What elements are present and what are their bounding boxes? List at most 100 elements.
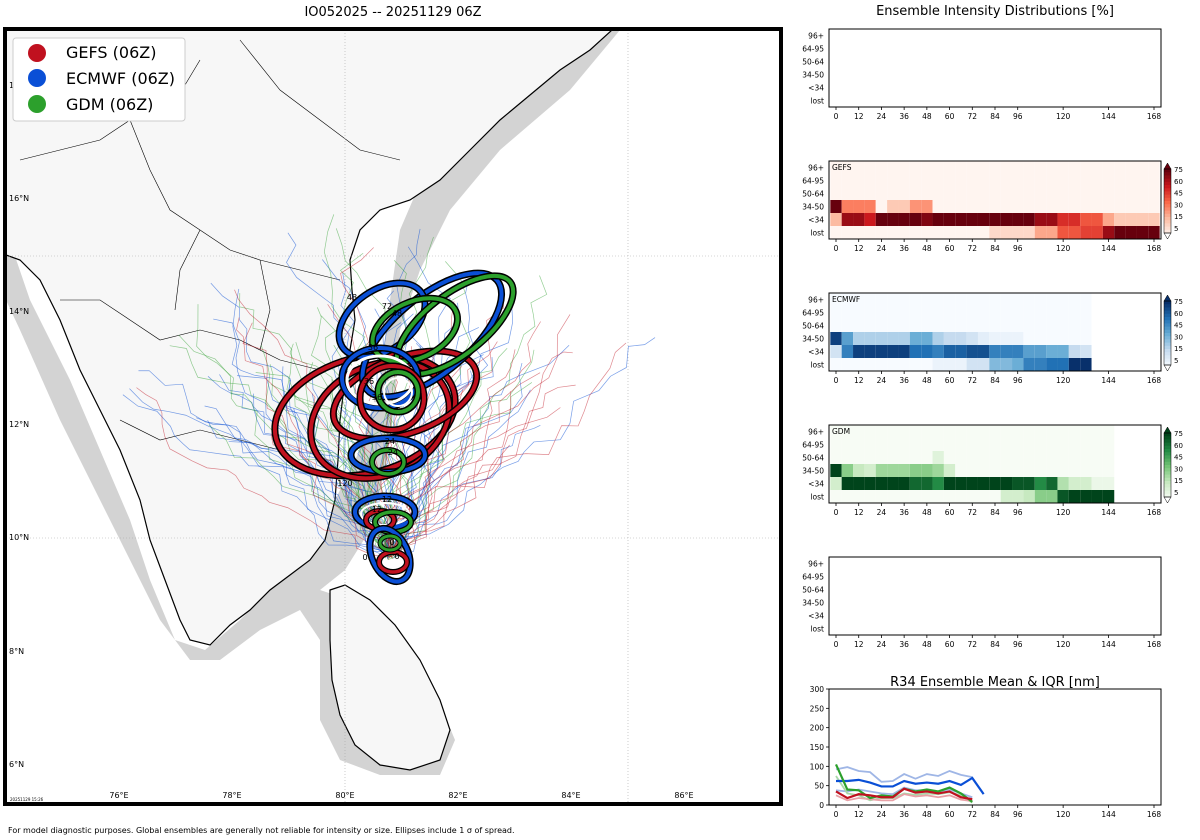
colorbar-segment <box>1164 213 1171 218</box>
heatmap-cell <box>943 490 956 503</box>
ellipse-label: 48 <box>347 293 357 302</box>
heatmap-cell <box>932 438 944 451</box>
x-tick-label: 120 <box>1056 244 1071 253</box>
row-label: <34 <box>808 612 824 621</box>
x-tick-label: 144 <box>1101 112 1116 121</box>
heatmap-cell <box>955 332 967 345</box>
colorbar-extend-top <box>1163 162 1172 170</box>
heatmap-cell <box>1057 438 1069 451</box>
colorbar-segment <box>1164 301 1171 305</box>
heatmap-cell <box>955 319 967 332</box>
heatmap-cell <box>1136 213 1149 226</box>
heatmap-cell <box>898 187 910 200</box>
heatmap-cell <box>1046 490 1058 503</box>
heatmap-cell <box>1046 451 1058 464</box>
heatmap-cell <box>864 187 876 200</box>
heatmap-cell <box>1000 477 1013 490</box>
heatmap-cell <box>1000 200 1013 213</box>
heatmap-cell <box>1102 425 1115 438</box>
heatmap-cell <box>1023 161 1035 174</box>
x-tick-label: 84 <box>990 244 1000 253</box>
heatmap-cell <box>1091 187 1103 200</box>
heatmap-cell <box>943 187 956 200</box>
heatmap-cell <box>1136 200 1149 213</box>
heatmap-cell <box>875 213 888 226</box>
heatmap-cell <box>977 306 990 319</box>
heatmap-cell <box>1114 187 1126 200</box>
colorbar-segment <box>1164 484 1171 488</box>
heatmap-cell <box>977 358 990 371</box>
colorbar-segment <box>1164 313 1171 318</box>
heatmap-cell <box>853 293 865 306</box>
heatmap-cell <box>841 477 854 490</box>
colorbar-segment <box>1164 433 1171 437</box>
map-frame <box>3 27 783 806</box>
heatmap-frame <box>828 28 1162 108</box>
heatmap-cell <box>966 293 978 306</box>
colorbar-extend-bottom <box>1163 232 1172 240</box>
heatmap-cell <box>1012 187 1024 200</box>
gdm-ellipse-24 <box>369 447 407 477</box>
track-line <box>391 389 531 552</box>
heatmap-cell <box>875 319 888 332</box>
colorbar-segment <box>1164 333 1171 337</box>
colorbar-tick: 30 <box>1174 465 1183 473</box>
heatmap-cell <box>1034 425 1047 438</box>
heatmap-cell <box>1046 345 1058 358</box>
colorbar-tick: 5 <box>1174 357 1178 365</box>
legend-label-gdm: GDM (06Z) <box>66 95 153 114</box>
x-tick-label: 36 <box>899 244 909 253</box>
lon-label: 76°E <box>109 791 128 800</box>
heatmap-cell <box>932 187 944 200</box>
heatmap-cell <box>830 319 842 332</box>
x-tick-label: 12 <box>854 640 864 649</box>
row-label: <34 <box>808 348 824 357</box>
row-label: 34-50 <box>802 467 824 476</box>
heatmap-cell <box>830 438 842 451</box>
row-label: 96+ <box>808 428 824 437</box>
heatmap-cell <box>989 200 1001 213</box>
x-tick-label: 48 <box>922 112 932 121</box>
heatmap-cell <box>921 306 933 319</box>
heatmap-cell <box>1148 187 1160 200</box>
heatmap-cell <box>955 226 967 239</box>
heatmap-cell <box>966 425 978 438</box>
lat-label: 10°N <box>9 533 29 542</box>
heatmap-cell <box>966 306 978 319</box>
colorbar-tick: 75 <box>1174 430 1183 438</box>
track-line <box>387 349 535 561</box>
colorbar-segment <box>1164 355 1171 360</box>
heatmap-cell <box>989 451 1001 464</box>
heatmap-cell <box>1000 451 1013 464</box>
heatmap-cell <box>830 332 842 345</box>
colorbar-segment <box>1164 461 1171 466</box>
heatmap-cell <box>1057 451 1069 464</box>
heatmap-cell <box>943 200 956 213</box>
heatmap-cell <box>1125 187 1137 200</box>
heatmap-cell <box>955 187 967 200</box>
row-label: 50-64 <box>802 322 824 331</box>
heatmap-cell <box>864 306 876 319</box>
heatmap-cell <box>1012 319 1024 332</box>
x-tick-label: 120 <box>1056 508 1071 517</box>
heatmap-cell <box>887 161 899 174</box>
heatmap-cell <box>1000 464 1013 477</box>
heatmap-cell <box>1046 187 1058 200</box>
heatmap-cell <box>921 358 933 371</box>
heatmap-cell <box>864 451 876 464</box>
heatmap-cell <box>1000 187 1013 200</box>
heatmap-cell <box>909 293 922 306</box>
colorbar-tick: 30 <box>1174 201 1183 209</box>
heatmap-cell <box>898 161 910 174</box>
x-tick-label: 72 <box>968 810 978 819</box>
r34-series-line <box>835 787 973 801</box>
heatmap-cell <box>1046 425 1058 438</box>
heatmap-cell <box>943 226 956 239</box>
heatmap-cell <box>841 174 854 187</box>
heatmap-cell <box>909 213 922 226</box>
heatmap-cell <box>1057 200 1069 213</box>
row-label: <34 <box>808 216 824 225</box>
colorbar-segment <box>1164 352 1171 356</box>
heatmap-cell <box>932 306 944 319</box>
x-tick-label: 12 <box>854 810 864 819</box>
